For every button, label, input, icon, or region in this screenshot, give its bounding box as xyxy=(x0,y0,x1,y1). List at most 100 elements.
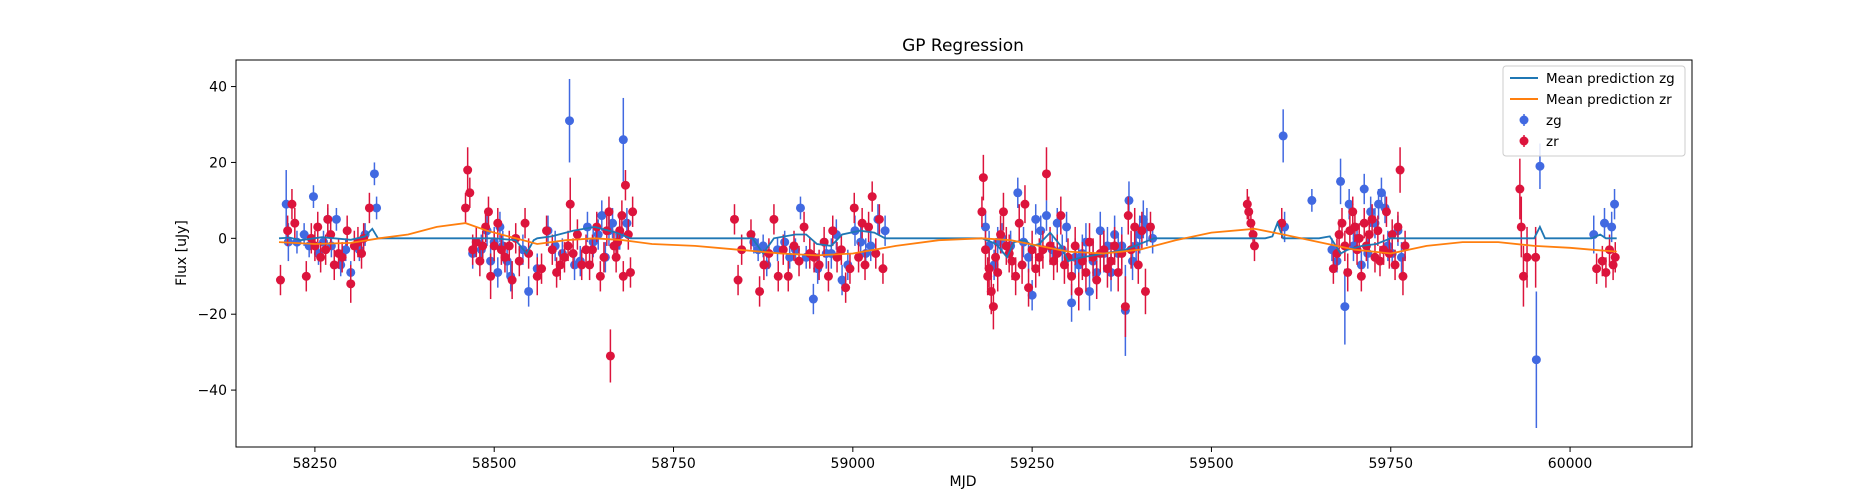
plot-marks xyxy=(275,78,1620,429)
zr-point-30 xyxy=(483,207,493,217)
zr-point-69 xyxy=(620,180,630,190)
zg-point-29 xyxy=(524,286,534,296)
zr-point-2 xyxy=(287,199,297,209)
x-axis-label: MJD xyxy=(950,474,977,490)
legend-label-zg-line: Mean prediction zg xyxy=(1546,71,1675,87)
series-zr xyxy=(275,147,1620,383)
zr-point-47 xyxy=(555,260,565,270)
zr-point-180 xyxy=(1367,214,1377,224)
zr-point-149 xyxy=(1113,267,1123,277)
zr-point-115 xyxy=(996,230,1006,240)
zg-point-40 xyxy=(597,211,607,221)
zr-point-106 xyxy=(977,207,987,217)
x-tick-label-1: 58500 xyxy=(472,456,517,472)
zr-point-155 xyxy=(1133,260,1143,270)
zr-point-172 xyxy=(1348,207,1358,217)
zg-point-17 xyxy=(372,203,382,213)
zr-point-111 xyxy=(986,286,996,296)
zg-point-118 xyxy=(1344,199,1354,209)
zr-point-139 xyxy=(1077,256,1087,266)
zg-point-81 xyxy=(1031,214,1041,224)
zg-point-136 xyxy=(1599,218,1609,228)
zg-point-137 xyxy=(1607,222,1617,232)
zr-point-56 xyxy=(587,245,597,255)
zr-point-52 xyxy=(572,230,582,240)
zr-point-194 xyxy=(1516,222,1526,232)
zr-point-82 xyxy=(778,245,788,255)
zr-point-21 xyxy=(364,203,374,213)
zr-point-200 xyxy=(1601,267,1611,277)
zg-point-34 xyxy=(565,116,575,126)
zr-point-8 xyxy=(316,252,326,262)
zr-point-48 xyxy=(559,252,569,262)
zr-point-97 xyxy=(849,203,859,213)
zr-point-51 xyxy=(568,249,578,258)
zr-point-36 xyxy=(504,241,514,251)
x-tick-label-3: 59000 xyxy=(831,456,876,472)
zr-point-133 xyxy=(1056,211,1066,221)
zr-point-50 xyxy=(565,199,575,209)
zr-point-132 xyxy=(1052,249,1062,258)
zr-point-84 xyxy=(789,241,799,251)
zr-point-14 xyxy=(337,252,347,262)
zr-point-160 xyxy=(1244,207,1254,217)
zr-point-40 xyxy=(520,218,530,228)
zr-point-151 xyxy=(1120,302,1130,312)
zr-point-0 xyxy=(275,275,285,285)
zr-point-95 xyxy=(841,283,851,293)
zr-point-183 xyxy=(1375,256,1385,266)
zr-point-157 xyxy=(1140,286,1150,296)
mean-prediction-line-1 xyxy=(278,222,1617,257)
zr-point-62 xyxy=(605,351,615,361)
zr-point-15 xyxy=(342,226,352,236)
zg-point-117 xyxy=(1340,302,1350,312)
legend-marker-zr xyxy=(1519,136,1529,146)
zr-point-163 xyxy=(1249,241,1259,251)
zr-point-165 xyxy=(1328,264,1338,274)
zr-point-94 xyxy=(836,245,846,255)
zr-point-107 xyxy=(978,173,988,183)
zg-point-54 xyxy=(785,252,795,262)
zr-point-129 xyxy=(1041,169,1051,179)
zg-point-113 xyxy=(1307,195,1317,205)
zr-point-192 xyxy=(1400,241,1410,251)
zr-point-108 xyxy=(981,245,991,255)
zr-point-188 xyxy=(1390,260,1400,270)
zr-point-74 xyxy=(733,275,743,285)
legend-label-zg: zg xyxy=(1546,113,1562,129)
zr-point-9 xyxy=(321,245,331,255)
zr-point-88 xyxy=(809,252,819,262)
zr-point-110 xyxy=(984,264,994,274)
zr-point-124 xyxy=(1024,283,1034,293)
zg-point-70 xyxy=(880,226,890,236)
zr-point-170 xyxy=(1343,267,1353,277)
zg-point-43 xyxy=(608,218,618,228)
zr-point-34 xyxy=(496,245,506,255)
zg-point-47 xyxy=(622,218,632,228)
zr-point-137 xyxy=(1070,241,1080,251)
zr-point-44 xyxy=(542,226,552,236)
zr-point-193 xyxy=(1515,184,1525,194)
zr-point-127 xyxy=(1034,252,1044,262)
zr-point-202 xyxy=(1608,260,1618,270)
zr-point-122 xyxy=(1017,260,1027,270)
zr-point-126 xyxy=(1031,264,1041,274)
legend-label-zr-line: Mean prediction zr xyxy=(1546,92,1672,108)
zr-point-119 xyxy=(1007,256,1017,266)
zg-point-56 xyxy=(795,203,805,213)
zr-point-59 xyxy=(599,252,609,262)
zg-point-16 xyxy=(369,169,379,179)
zg-point-127 xyxy=(1376,188,1386,198)
zr-point-145 xyxy=(1099,245,1109,255)
y-tick-label-2: 0 xyxy=(218,231,227,247)
y-tick-label-0: −40 xyxy=(197,383,227,399)
zr-point-32 xyxy=(489,241,499,251)
zg-point-10 xyxy=(331,214,341,224)
zr-point-182 xyxy=(1373,226,1383,236)
zr-point-102 xyxy=(867,192,877,202)
zr-point-1 xyxy=(283,226,293,236)
legend-label-zr: zr xyxy=(1546,134,1559,150)
zr-point-199 xyxy=(1597,256,1607,266)
zr-point-96 xyxy=(845,264,855,274)
